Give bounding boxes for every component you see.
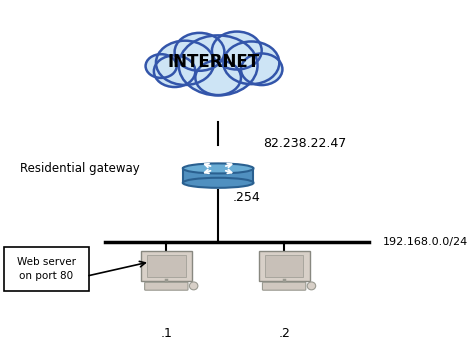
Circle shape: [195, 60, 241, 95]
FancyBboxPatch shape: [259, 251, 310, 281]
Circle shape: [154, 55, 195, 87]
FancyBboxPatch shape: [263, 282, 306, 290]
Text: 192.168.0.0/24: 192.168.0.0/24: [383, 237, 468, 247]
Text: Residential gateway: Residential gateway: [20, 162, 140, 175]
Ellipse shape: [307, 282, 316, 290]
Circle shape: [156, 41, 214, 85]
Text: .1: .1: [160, 327, 172, 340]
FancyBboxPatch shape: [4, 248, 89, 291]
Ellipse shape: [183, 178, 254, 188]
Text: INTERNET: INTERNET: [167, 54, 259, 71]
Text: .2: .2: [278, 327, 290, 340]
Circle shape: [174, 33, 224, 71]
FancyBboxPatch shape: [183, 168, 254, 183]
Text: 82.238.22.47: 82.238.22.47: [263, 137, 346, 150]
FancyBboxPatch shape: [147, 255, 186, 277]
FancyBboxPatch shape: [145, 282, 188, 290]
FancyBboxPatch shape: [141, 251, 192, 281]
Text: Web server
on port 80: Web server on port 80: [17, 257, 76, 281]
Circle shape: [241, 54, 283, 85]
Circle shape: [146, 54, 177, 78]
Ellipse shape: [183, 163, 254, 173]
Circle shape: [179, 35, 257, 96]
FancyBboxPatch shape: [265, 255, 303, 277]
Circle shape: [223, 42, 279, 84]
Ellipse shape: [190, 282, 198, 290]
Circle shape: [212, 31, 262, 70]
Text: .254: .254: [232, 191, 260, 204]
